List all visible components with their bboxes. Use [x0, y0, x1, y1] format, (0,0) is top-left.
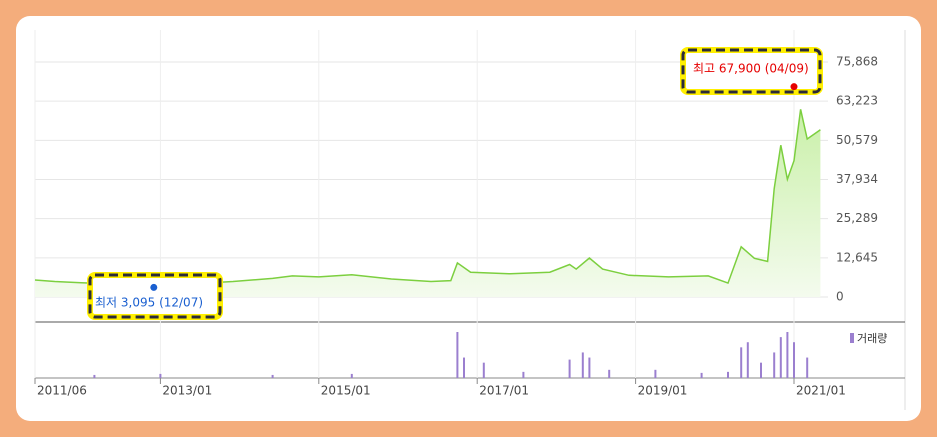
line	[34, 109, 821, 286]
volume-bar	[93, 374, 96, 378]
volume-bar	[482, 362, 485, 378]
volume-bar	[760, 362, 762, 378]
volume-bar	[463, 357, 465, 378]
volume-bar	[654, 369, 657, 378]
y-tick-label: 75,868	[836, 55, 878, 69]
y-tick-label: 50,579	[836, 133, 878, 147]
x-tick-label: 2011/06	[37, 384, 87, 398]
y-tick-label: 0	[836, 290, 844, 304]
volume-bar	[608, 369, 611, 378]
area	[35, 109, 821, 297]
volume-bar	[779, 337, 782, 378]
volume-bar	[588, 357, 591, 378]
volume-bar	[740, 347, 743, 378]
annotation-box-dash	[88, 273, 222, 319]
volume-bar	[456, 332, 459, 378]
x-tick-label: 2019/01	[638, 384, 688, 398]
volume-bar	[271, 374, 274, 378]
x-tick-label: 2015/01	[321, 384, 371, 398]
volume-bar	[350, 373, 353, 378]
volume-bar	[773, 352, 776, 378]
annotation-dot	[150, 283, 158, 291]
volume-bar	[793, 342, 795, 378]
volume-bar	[806, 357, 809, 378]
legend-label: 거래량	[857, 332, 887, 345]
volume-bar	[581, 352, 584, 378]
x-tick-label: 2013/01	[162, 384, 212, 398]
y-tick-label: 37,934	[836, 172, 878, 186]
volume-bar	[786, 332, 789, 378]
annotation-dot	[790, 83, 798, 91]
annotation-label: 최저 3,095 (12/07)	[95, 296, 203, 310]
annotation-box-dash	[681, 48, 822, 94]
volume-bar	[568, 359, 571, 378]
x-tick-label: 2021/01	[796, 384, 846, 398]
x-tick-label: 2017/01	[479, 384, 529, 398]
volume-bar	[746, 342, 749, 378]
legend-swatch	[850, 333, 854, 343]
volume-bar	[700, 372, 703, 378]
volume-bar	[522, 371, 525, 378]
volume-bar	[159, 373, 162, 378]
annotation-label: 최고 67,900 (04/09)	[693, 62, 809, 76]
y-tick-label: 25,289	[836, 211, 878, 225]
y-tick-label: 63,223	[836, 94, 878, 108]
volume-bar	[727, 371, 729, 378]
y-tick-label: 12,645	[836, 250, 878, 264]
